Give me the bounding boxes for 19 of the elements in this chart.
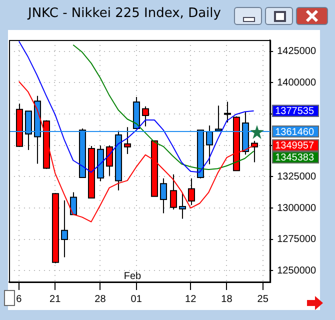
text: 1349957 — [275, 140, 314, 152]
x-tick-label: 21 — [50, 294, 62, 305]
annotation: Feb — [124, 270, 142, 282]
y-tick-label: 1300000 — [277, 202, 316, 214]
y-tick-label: 1325000 — [277, 171, 316, 182]
text: 1345383 — [275, 152, 314, 164]
ref-line-label: 1361460 — [275, 126, 314, 138]
x-tick-label: 6 — [16, 294, 22, 305]
text: 1377535 — [275, 106, 314, 118]
x-tick-label: 12 — [185, 294, 197, 305]
y-tick-label: 1250000 — [277, 265, 316, 276]
x-tick-label: 28 — [94, 294, 106, 305]
y-tick-label: 1400000 — [277, 77, 316, 88]
chart-title: JNKC - Nikkei 225 Index, Daily — [28, 6, 221, 21]
y-tick-label: 1275000 — [277, 234, 316, 246]
x-tick-label: 25 — [257, 294, 269, 305]
x-tick-label: 01 — [130, 294, 142, 305]
y-tick-label: 1425000 — [277, 46, 316, 58]
x-tick-label: 18 — [221, 294, 233, 305]
